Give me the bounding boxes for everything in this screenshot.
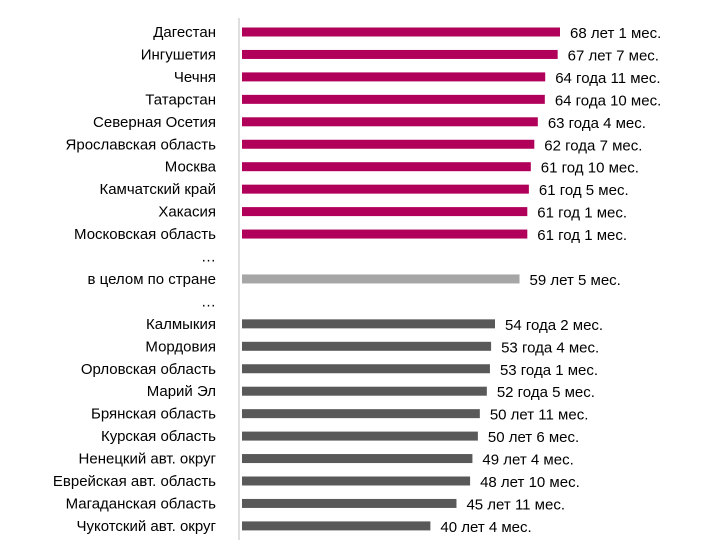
data-label: 53 года 1 мес.	[500, 362, 598, 379]
data-label: 68 лет 1 мес.	[570, 25, 661, 42]
bar-bottom	[242, 454, 473, 464]
bar-top	[242, 94, 545, 104]
category-label: Марий Эл	[147, 383, 216, 400]
bar-top	[242, 229, 528, 239]
bar-bottom	[242, 364, 490, 374]
category-label: Московская область	[74, 226, 216, 243]
category-label: Татарстан	[145, 91, 216, 108]
bar-top	[242, 27, 560, 37]
data-label: 52 года 5 мес.	[497, 384, 595, 401]
category-label: Калмыкия	[146, 316, 216, 333]
bar-bottom	[242, 409, 480, 419]
category-label: Чечня	[174, 69, 216, 86]
bar-top	[242, 162, 531, 172]
data-label: 62 года 7 мес.	[544, 137, 642, 154]
category-label: Хакасия	[158, 204, 216, 221]
category-label: Дагестан	[153, 24, 216, 41]
data-label: 67 лет 7 мес.	[568, 47, 659, 64]
data-label: 61 год 10 мес.	[541, 160, 639, 177]
data-label: 49 лет 4 мес.	[482, 452, 573, 469]
bar-bottom	[242, 521, 431, 531]
bar-top	[242, 184, 529, 194]
bar-top	[242, 207, 528, 217]
category-label: Чукотский авт. округ	[76, 518, 216, 535]
category-labels: Дагестан Ингушетия Чечня Татарстан Северная …	[53, 24, 217, 535]
bar-bottom	[242, 386, 487, 396]
category-label: Магаданская область	[66, 495, 217, 512]
category-label: Орловская область	[81, 361, 216, 378]
data-label: 59 лет 5 мес.	[530, 272, 621, 289]
bar-top	[242, 117, 538, 127]
data-label: 64 года 10 мес.	[555, 92, 661, 109]
bars	[242, 27, 560, 531]
data-label: 40 лет 4 мес.	[440, 519, 531, 536]
category-label: Мордовия	[145, 338, 216, 355]
ellipsis-label: …	[201, 249, 216, 266]
category-label: Еврейская авт. область	[53, 473, 216, 490]
data-label: 61 год 1 мес.	[537, 227, 627, 244]
data-label: 50 лет 6 мес.	[488, 429, 579, 446]
category-label: Курская область	[101, 428, 216, 445]
bar-bottom	[242, 341, 492, 351]
data-label: 50 лет 11 мес.	[490, 407, 589, 424]
category-label: Ненецкий авт. округ	[79, 451, 217, 468]
category-label: Брянская область	[91, 406, 216, 423]
bar-top	[242, 49, 558, 59]
bar-bottom	[242, 319, 496, 329]
category-label: Камчатский край	[99, 181, 216, 198]
bar-top	[242, 139, 535, 149]
data-label: 48 лет 10 мес.	[480, 474, 580, 491]
bar-bottom	[242, 476, 471, 486]
data-label: 64 года 11 мес.	[555, 70, 660, 87]
category-label: Москва	[165, 159, 217, 176]
category-label: Ингушетия	[141, 46, 216, 63]
bar-bottom	[242, 498, 457, 508]
data-label: 53 года 4 мес.	[501, 339, 599, 356]
category-label: Северная Осетия	[93, 114, 216, 131]
data-label: 61 год 5 мес.	[539, 182, 629, 199]
data-label: 63 года 4 мес.	[548, 115, 646, 132]
bar-bottom	[242, 431, 478, 441]
bar-country	[242, 274, 520, 284]
data-label: 54 года 2 мес.	[505, 317, 603, 334]
data-label: 61 год 1 мес.	[537, 205, 627, 222]
bar-top	[242, 72, 546, 82]
value-labels: 68 лет 1 мес. 67 лет 7 мес. 64 года 11 мес…	[440, 25, 661, 536]
data-label: 45 лет 11 мес.	[466, 496, 565, 513]
ellipsis-label: …	[201, 293, 216, 310]
category-label: в целом по стране	[88, 271, 216, 288]
category-label: Ярославская область	[66, 136, 217, 153]
